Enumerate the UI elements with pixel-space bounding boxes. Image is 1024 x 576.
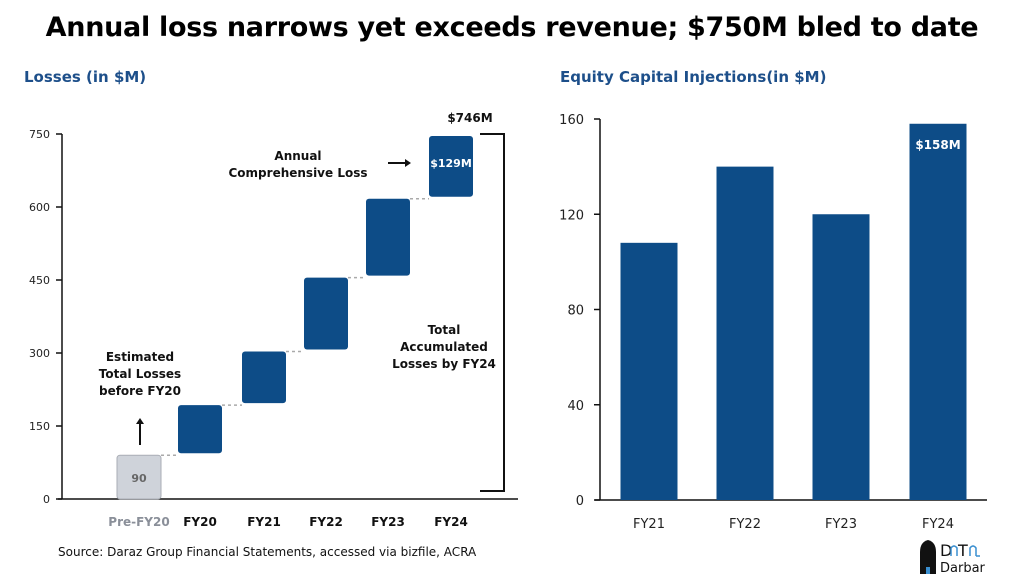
bar-fy23	[812, 214, 870, 500]
annotation-total-accumulated: Losses by FY24	[392, 357, 496, 371]
x-tick-label: FY21	[247, 515, 281, 529]
y-tick-label: 450	[29, 274, 50, 287]
bar-pre-fy20	[116, 454, 162, 500]
data-darbar-logo: D T Darbar	[920, 540, 986, 574]
x-tick-label: FY23	[825, 517, 857, 532]
page-title: Annual loss narrows yet exceeds revenue;…	[45, 12, 979, 43]
total-bracket	[480, 133, 505, 492]
annotation-annual-loss: Annual	[274, 149, 321, 163]
y-tick-label: 0	[43, 493, 50, 506]
annotation-total-accumulated: Accumulated	[400, 340, 488, 354]
bar-fy23	[366, 198, 410, 276]
x-tick-label: FY22	[309, 515, 343, 529]
x-tick-label: FY22	[729, 517, 761, 532]
annotation-estimated-losses: Total Losses	[99, 367, 181, 381]
bar-fy22	[716, 166, 774, 500]
y-tick-label: 160	[559, 113, 584, 128]
y-tick-label: 750	[29, 128, 50, 141]
source-note: Source: Daraz Group Financial Statements…	[58, 545, 477, 559]
svg-text:D: D	[940, 541, 952, 560]
arrow-up-icon	[136, 418, 144, 424]
bar-fy20	[178, 405, 222, 454]
x-tick-label: FY24	[434, 515, 468, 529]
data-label-fy24: $129M	[430, 157, 472, 170]
y-tick-label: 120	[559, 208, 584, 223]
bar-fy22	[304, 277, 348, 350]
annotation-estimated-losses: before FY20	[99, 384, 181, 398]
bar-fy21	[620, 242, 678, 500]
bar-fy24	[909, 123, 967, 500]
y-tick-label: 80	[567, 304, 584, 319]
x-tick-label: FY21	[633, 517, 665, 532]
arrow-right-icon	[405, 159, 411, 167]
y-tick-label: 0	[576, 494, 584, 509]
svg-text:T: T	[957, 541, 968, 560]
y-tick-label: 150	[29, 420, 50, 433]
y-tick-label: 40	[567, 399, 584, 414]
svg-text:Darbar: Darbar	[940, 561, 986, 574]
x-tick-label: FY23	[371, 515, 405, 529]
losses-chart-title: Losses (in $M)	[24, 68, 147, 86]
data-label-pre: 90	[131, 472, 147, 485]
x-tick-label: FY24	[922, 517, 954, 532]
bar-fy24	[429, 135, 473, 197]
annotation-estimated-losses: Estimated	[106, 350, 174, 364]
y-tick-label: 600	[29, 201, 50, 214]
data-label-total: $746M	[447, 111, 492, 125]
equity-chart-title: Equity Capital Injections(in $M)	[560, 68, 827, 86]
annotation-annual-loss: Comprehensive Loss	[229, 166, 368, 180]
x-tick-label: Pre-FY20	[108, 515, 169, 529]
annotation-total-accumulated: Total	[428, 323, 461, 337]
bar-fy21	[242, 351, 286, 404]
data-label-fy24: $158M	[915, 138, 960, 152]
y-tick-label: 300	[29, 347, 50, 360]
x-tick-label: FY20	[183, 515, 217, 529]
